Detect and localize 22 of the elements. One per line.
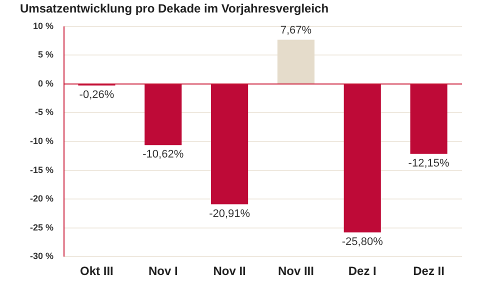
y-tick-label: -10 %	[30, 136, 54, 146]
y-tick-label: 5 %	[38, 50, 54, 60]
x-tick-label: Nov I	[148, 264, 178, 278]
x-tick-label: Okt III	[80, 264, 114, 278]
y-tick-label: -20 %	[30, 194, 54, 204]
y-tick-label: -25 %	[30, 222, 54, 232]
x-tick-label: Nov II	[213, 264, 246, 278]
data-label: -20,91%	[209, 208, 250, 220]
data-label: -0,26%	[79, 88, 114, 101]
data-label: -12,15%	[408, 157, 450, 170]
x-tick-label: Nov III	[278, 264, 314, 278]
chart-title: Umsatzentwicklung pro Dekade im Vorjahresvergleich	[20, 2, 329, 16]
data-label: -25,80%	[342, 236, 384, 248]
y-tick-label: -15 %	[30, 164, 54, 175]
y-tick-label: 10 %	[32, 20, 54, 31]
y-tick-label: -30 %	[30, 251, 54, 262]
x-tick-label: Dez I	[348, 264, 376, 278]
x-tick-label: Dez II	[413, 264, 444, 278]
data-label: 7,67%	[280, 24, 312, 36]
data-label: -10,62%	[142, 148, 184, 161]
y-tick-label: -5 %	[34, 107, 54, 118]
y-tick-label: 0 %	[38, 78, 54, 88]
